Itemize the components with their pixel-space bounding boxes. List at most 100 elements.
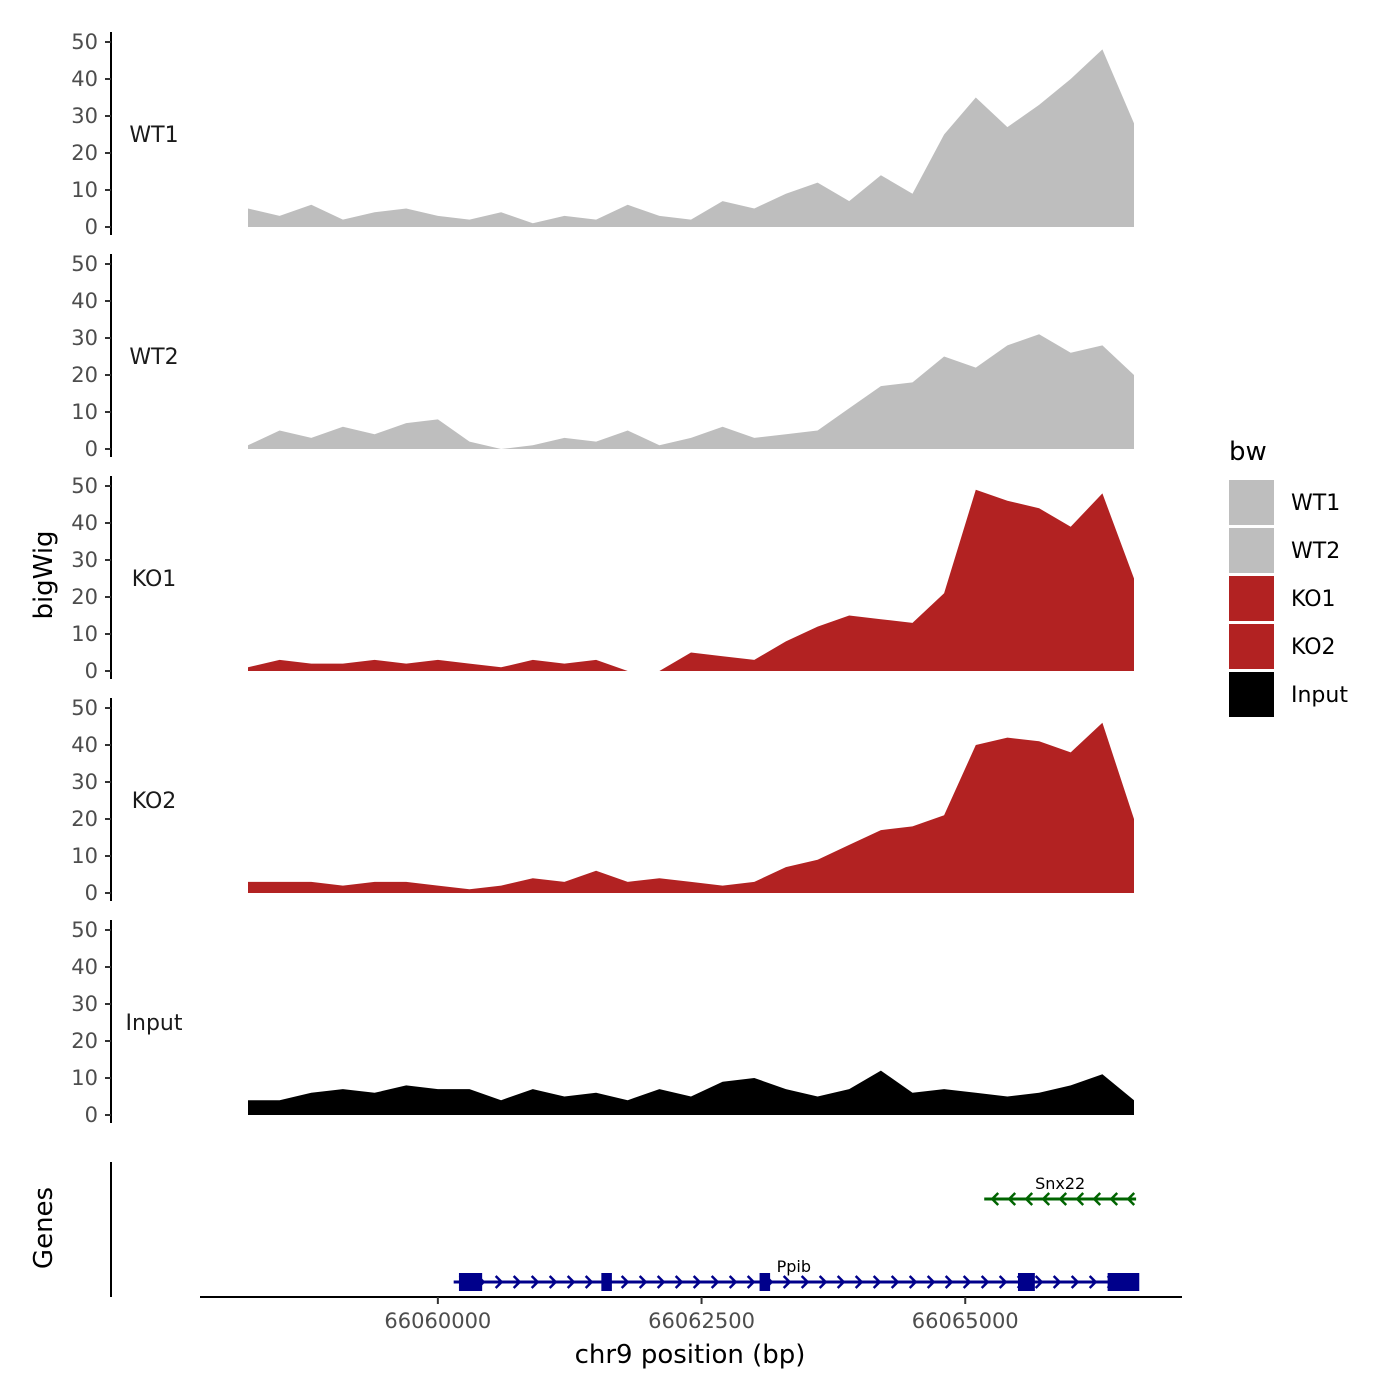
- track-wt2: 0 10 20 30 40 50 WT2: [71, 252, 1134, 461]
- x-tick-label: 66065000: [912, 1309, 1019, 1333]
- genes-axis-title: Genes: [29, 1187, 59, 1269]
- gene-models: Ppib Snx22: [453, 1174, 1140, 1291]
- strand-arrow: [944, 1275, 954, 1289]
- y-tick-label: 0: [85, 437, 98, 461]
- legend-label-input: Input: [1291, 683, 1348, 708]
- strand-arrow: [782, 1275, 792, 1289]
- legend-title: bw: [1229, 437, 1267, 467]
- y-tick-label: 0: [85, 881, 98, 905]
- strand-arrow: [638, 1275, 648, 1289]
- exon: [458, 1273, 483, 1291]
- strand-arrow: [1024, 1192, 1034, 1206]
- strand-arrow: [800, 1275, 810, 1289]
- area-ko2: [248, 722, 1134, 893]
- track-label-wt1: WT1: [129, 123, 178, 148]
- legend-label-wt2: WT2: [1291, 539, 1340, 564]
- area-wt1: [248, 49, 1134, 228]
- y-tick-label: 50: [71, 474, 98, 498]
- y-tick-label: 20: [71, 141, 98, 165]
- gene-snx22: Snx22: [984, 1174, 1137, 1206]
- strand-arrow: [890, 1275, 900, 1289]
- y-tick-label: 50: [71, 30, 98, 54]
- track-input: 0 10 20 30 40 50 Input: [71, 918, 1134, 1127]
- legend-items: WT1 WT2 KO1 KO2 Input: [1229, 480, 1348, 717]
- strand-arrow: [1092, 1192, 1102, 1206]
- strand-arrow: [620, 1275, 630, 1289]
- y-tick-label: 50: [71, 252, 98, 276]
- strand-arrow: [1007, 1192, 1017, 1206]
- y-tick-label: 30: [71, 326, 98, 350]
- strand-arrow: [656, 1275, 666, 1289]
- strand-arrow: [926, 1275, 936, 1289]
- tracks: 0 10 20 30 40 50 WT1 0 10 20 30 40 50 WT2 0 10 20 30 40 50 K…: [71, 30, 1134, 1127]
- y-tick-label: 30: [71, 992, 98, 1016]
- strand-arrow: [1070, 1275, 1080, 1289]
- x-tick-label: 66062500: [648, 1309, 755, 1333]
- y-tick-label: 20: [71, 585, 98, 609]
- area-input: [248, 1070, 1134, 1115]
- strand-arrow: [1088, 1275, 1098, 1289]
- exon: [601, 1273, 612, 1291]
- legend-swatch-ko1: [1229, 576, 1274, 621]
- y-tick-label: 50: [71, 696, 98, 720]
- x-tick-label: 66060000: [384, 1309, 491, 1333]
- track-label-wt2: WT2: [129, 345, 178, 370]
- strand-arrow: [836, 1275, 846, 1289]
- area-wt2: [248, 334, 1134, 449]
- legend-swatch-ko2: [1229, 624, 1274, 669]
- track-wt1: 0 10 20 30 40 50 WT1: [71, 30, 1134, 239]
- strand-arrow: [692, 1275, 702, 1289]
- legend-swatch-wt1: [1229, 480, 1274, 525]
- genes-panel: Genes Ppib Snx22 66060000 66062500 66065000…: [29, 1162, 1182, 1370]
- strand-arrow: [980, 1275, 990, 1289]
- strand-arrow: [1034, 1275, 1044, 1289]
- exon: [759, 1273, 771, 1291]
- legend-label-ko1: KO1: [1291, 587, 1336, 612]
- track-label-ko1: KO1: [132, 567, 177, 592]
- y-tick-label: 30: [71, 104, 98, 128]
- y-tick-label: 20: [71, 363, 98, 387]
- legend: bw WT1 WT2 KO1 KO2 Input: [1229, 437, 1348, 717]
- y-tick-label: 50: [71, 918, 98, 942]
- y-tick-label: 10: [71, 1066, 98, 1090]
- y-tick-label: 30: [71, 548, 98, 572]
- y-tick-label: 0: [85, 215, 98, 239]
- strand-arrow: [990, 1192, 1000, 1206]
- strand-arrow: [1126, 1192, 1136, 1206]
- y-axis-title: bigWig: [29, 530, 59, 619]
- gene-label-snx22: Snx22: [1035, 1174, 1085, 1193]
- strand-arrow: [584, 1275, 594, 1289]
- gene-label-ppib: Ppib: [777, 1257, 811, 1276]
- strand-arrow: [494, 1275, 504, 1289]
- strand-arrow: [1109, 1192, 1119, 1206]
- strand-arrow: [566, 1275, 576, 1289]
- strand-arrow: [512, 1275, 522, 1289]
- y-tick-label: 10: [71, 400, 98, 424]
- strand-arrow: [818, 1275, 828, 1289]
- y-tick-label: 40: [71, 289, 98, 313]
- y-tick-label: 30: [71, 770, 98, 794]
- track-ko1: 0 10 20 30 40 50 KO1: [71, 474, 1134, 683]
- y-tick-label: 40: [71, 955, 98, 979]
- y-tick-label: 40: [71, 733, 98, 757]
- strand-arrow: [548, 1275, 558, 1289]
- strand-arrow: [728, 1275, 738, 1289]
- y-tick-label: 40: [71, 67, 98, 91]
- strand-arrow: [908, 1275, 918, 1289]
- y-tick-label: 20: [71, 1029, 98, 1053]
- area-ko1: [248, 489, 1134, 671]
- strand-arrow: [1041, 1192, 1051, 1206]
- legend-swatch-input: [1229, 672, 1274, 717]
- x-ticks: 66060000 66062500 66065000: [384, 1297, 1019, 1333]
- exon: [1107, 1273, 1140, 1291]
- track-label-ko2: KO2: [132, 789, 177, 814]
- y-tick-label: 40: [71, 511, 98, 535]
- strand-arrow: [998, 1275, 1008, 1289]
- y-tick-label: 20: [71, 807, 98, 831]
- strand-arrow: [530, 1275, 540, 1289]
- strand-arrow: [1075, 1192, 1085, 1206]
- y-tick-label: 10: [71, 622, 98, 646]
- track-label-input: Input: [126, 1011, 183, 1036]
- x-axis-title: chr9 position (bp): [575, 1340, 806, 1370]
